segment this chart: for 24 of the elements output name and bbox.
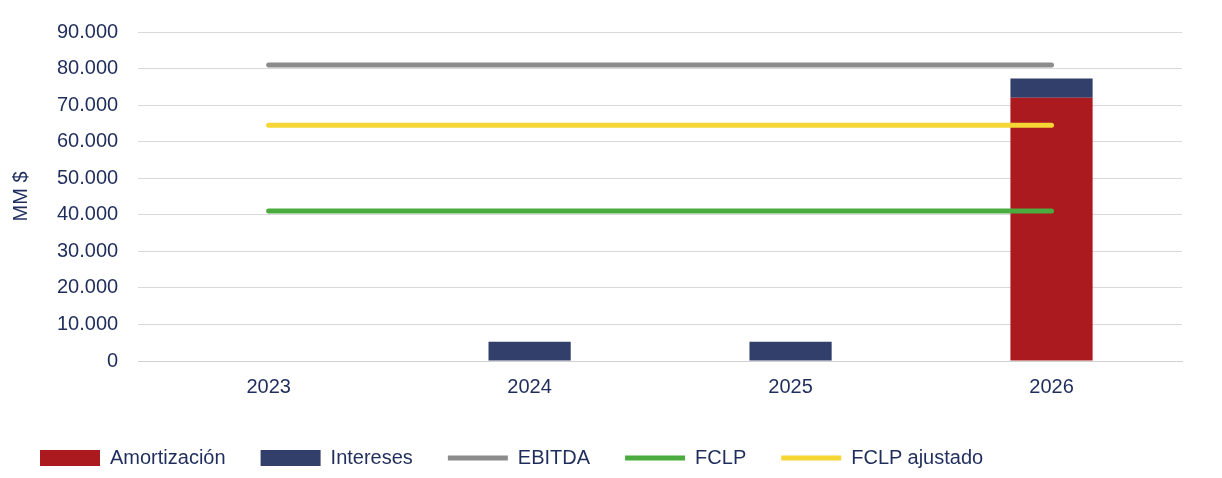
y-tick-label: 50.000 xyxy=(57,165,119,188)
legend-label: FCLP ajustado xyxy=(851,445,984,468)
legend-label: Intereses xyxy=(330,445,413,468)
y-tick-label: 70.000 xyxy=(57,92,119,115)
legend-label: Amortización xyxy=(110,445,226,468)
x-tick-label: 2025 xyxy=(768,374,813,397)
bar xyxy=(1010,97,1093,361)
y-tick-label: 40.000 xyxy=(57,202,119,225)
y-tick-label: 30.000 xyxy=(57,238,119,261)
y-tick-label: 10.000 xyxy=(57,311,119,334)
bar xyxy=(749,341,832,361)
y-tick-label: 0 xyxy=(107,348,119,371)
bar xyxy=(488,341,571,361)
y-axis-title: MM $ xyxy=(8,171,31,222)
x-tick-label: 2026 xyxy=(1029,374,1074,397)
x-tick-label: 2024 xyxy=(507,374,552,397)
y-tick-label: 60.000 xyxy=(57,129,119,152)
x-tick-label: 2023 xyxy=(246,374,291,397)
y-tick-label: 80.000 xyxy=(57,56,119,79)
bar xyxy=(1010,78,1093,98)
y-tick-label: 90.000 xyxy=(57,19,119,42)
legend-label: FCLP xyxy=(695,445,747,468)
y-tick-label: 20.000 xyxy=(57,275,119,298)
legend-label: EBITDA xyxy=(517,445,591,468)
